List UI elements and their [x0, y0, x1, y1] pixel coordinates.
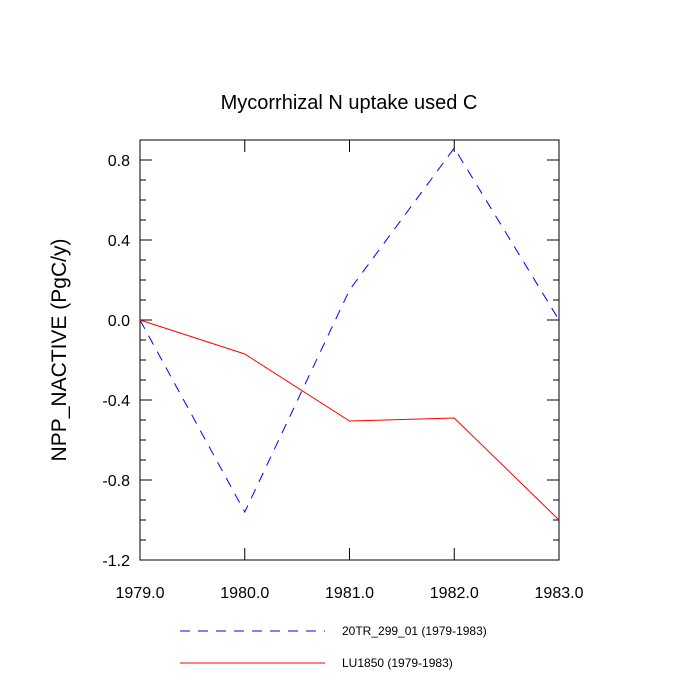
x-tick-label: 1981.0: [325, 585, 374, 602]
x-tick-label: 1982.0: [430, 585, 479, 602]
y-tick-label: 0.4: [108, 233, 130, 250]
y-axis-label: NPP_NACTIVE (PgC/y): [48, 239, 71, 462]
x-tick-label: 1979.0: [116, 585, 165, 602]
x-tick-label: 1983.0: [535, 585, 584, 602]
y-tick-label: 0.0: [108, 313, 130, 330]
y-tick-label: -0.4: [102, 393, 130, 410]
tick-labels: 1979.0 1980.0 1981.0 1982.0 1983.0 0.8 0.4 0.0 -…: [102, 153, 583, 602]
axis-ticks: [139, 139, 560, 561]
legend-label-0: 20TR_299_01 (1979-1983): [342, 624, 487, 638]
chart-title: Mycorrhizal N uptake used C: [221, 92, 478, 114]
y-tick-label: 0.8: [108, 153, 130, 170]
y-tick-label: -0.8: [102, 473, 130, 490]
y-tick-label: -1.2: [102, 553, 130, 570]
plot-frame: [139, 139, 560, 561]
series-line-1: [139, 319, 560, 521]
series-line-0: [139, 147, 560, 514]
series-lines: [139, 147, 560, 521]
legend: 20TR_299_01 (1979-1983) LU1850 (1979-1983…: [180, 624, 487, 670]
x-tick-label: 1980.0: [220, 585, 269, 602]
legend-label-1: LU1850 (1979-1983): [342, 656, 453, 670]
